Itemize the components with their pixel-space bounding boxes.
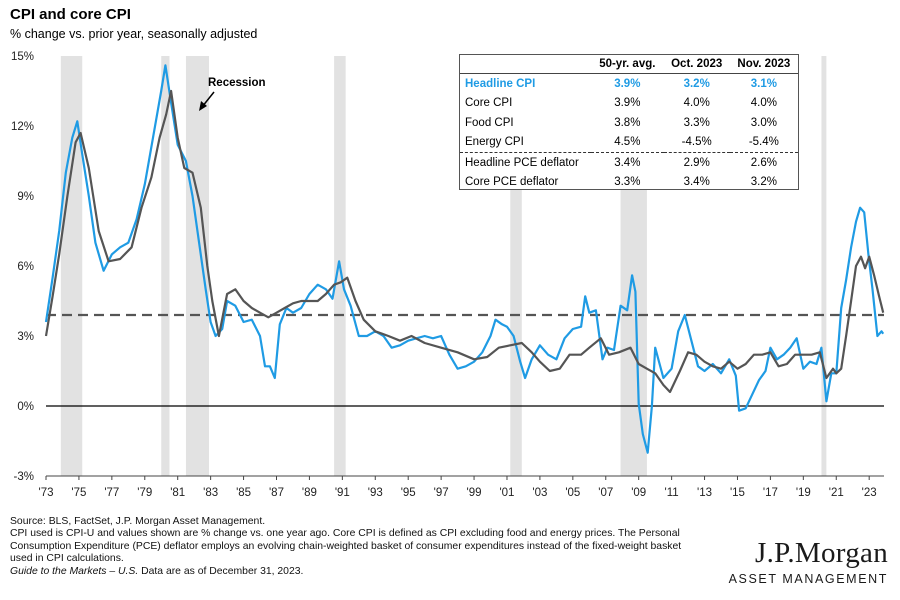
x-tick-label: '21 [829,487,844,499]
x-tick-label: '87 [269,487,284,499]
inflation-summary-table: 50-yr. avg. Oct. 2023 Nov. 2023 Headline… [459,54,799,190]
y-tick-label: 3% [17,331,34,343]
table-cell: -5.4% [729,132,798,153]
x-tick-label: '17 [763,487,778,499]
x-tick-label: '05 [565,487,580,499]
x-tick-label: '79 [137,487,152,499]
x-tick-label: '11 [665,487,679,499]
cpi-line-chart: -3% 0% 3% 6% 9% 12% 15% '73 '75 '77 '79 '81 '83 '85 '8… [11,51,885,499]
x-tick-label: '75 [71,487,86,499]
table-cell: 4.5% [591,132,664,153]
recession-band [185,56,209,476]
table-cell: 3.1% [750,77,777,90]
y-tick-label: -3% [14,471,34,483]
chart-title: CPI and core CPI [10,6,131,23]
recession-band [510,56,522,476]
x-tick-label: '15 [730,487,745,499]
core-cpi-line [44,89,885,394]
methodology-note: Consumption Expenditure (PCE) deflator e… [10,540,682,552]
methodology-note: CPI used is CPI-U and values shown are %… [10,528,680,540]
y-tick-label: 9% [17,191,34,203]
x-tick-label: '13 [697,487,712,499]
recession-band [821,56,827,476]
methodology-note: used in CPI calculations. [10,553,124,565]
x-tick-label: '73 [39,487,54,499]
x-tick-label: '19 [796,487,811,499]
chart-axes: -3% 0% 3% 6% 9% 12% 15% '73 '75 '77 '79 '81 '83 '85 '8… [11,51,884,499]
y-tick-label: 6% [17,261,34,273]
row-label: Energy CPI [460,132,591,153]
x-tick-label: '01 [499,487,514,499]
footnotes: Source: BLS, FactSet, J.P. Morgan Asset … [10,516,750,578]
table-row: Energy CPI 4.5% -4.5% -5.4% [460,132,798,153]
logo-subtitle: ASSET MANAGEMENT [728,572,888,586]
table-row: Core CPI 3.9% 4.0% 4.0% [460,94,798,114]
table-header-cell [460,55,591,74]
table-row: Core PCE deflator 3.3% 3.4% 3.2% [460,173,798,193]
table-cell: 3.4% [614,156,641,169]
x-tick-label: '97 [434,487,449,499]
recession-arrow-head [199,101,207,111]
x-tick-label: '81 [170,487,185,499]
recession-band [161,56,170,476]
x-tick-label: '89 [302,487,317,499]
table-cell: 3.0% [750,116,777,129]
headline-cpi-line [44,64,885,454]
y-tick-label: 12% [11,121,34,133]
table-header-cell: 50-yr. avg. [591,55,664,74]
recession-band [60,56,83,476]
jpmorgan-logo: J.P.Morgan ASSET MANAGEMENT [729,538,888,586]
row-label: Headline PCE deflator [465,156,579,169]
table-cell: 2.6% [750,156,777,169]
table-cell: 3.9% [614,77,641,90]
chart-annotations: Recession [199,77,266,111]
table-cell: 4.0% [683,97,710,110]
x-tick-label: '23 [862,487,877,499]
table-cell: 3.9% [614,97,641,110]
table-cell: 3.3% [683,116,710,129]
x-tick-label: '77 [104,487,119,499]
guide-title: Guide to the Markets – U.S. [10,565,139,577]
x-tick-label: '99 [467,487,482,499]
as-of-note: Guide to the Markets – U.S. Data are as … [10,566,750,578]
x-tick-label: '93 [368,487,383,499]
table-cell: 3.2% [683,77,710,90]
x-tick-label: '91 [335,487,350,499]
table-cell: 3.4% [683,176,710,189]
x-tick-label: '85 [236,487,251,499]
logo-brand: J.P.Morgan [755,537,888,569]
table-cell: -4.5% [663,132,730,153]
y-tick-label: 15% [11,51,34,63]
row-label: Food CPI [465,116,514,129]
table-row: Headline PCE deflator 3.4% 2.9% 2.6% [460,153,798,173]
table-cell: 3.3% [614,176,641,189]
table-row: Headline CPI 3.9% 3.2% 3.1% [460,74,798,94]
x-tick-label: '83 [203,487,218,499]
chart-series [44,64,885,454]
x-tick-label: '07 [598,487,613,499]
table-row: Food CPI 3.8% 3.3% 3.0% [460,113,798,133]
recession-annotation-label: Recession [208,77,266,89]
x-tick-label: '95 [401,487,416,499]
table-cell: 4.0% [750,97,777,110]
x-tick-label: '03 [532,487,547,499]
x-tick-label: '09 [631,487,646,499]
table-header-row: 50-yr. avg. Oct. 2023 Nov. 2023 [460,55,798,74]
table-header-cell: Nov. 2023 [729,55,798,74]
table-cell: 2.9% [683,156,710,169]
row-label: Core PCE deflator [465,176,559,189]
row-label: Core CPI [465,97,513,110]
y-tick-label: 0% [17,401,34,413]
source-note: Source: BLS, FactSet, J.P. Morgan Asset … [10,516,266,527]
row-label: Headline CPI [465,77,536,90]
as-of-date: Data are as of December 31, 2023. [138,565,304,577]
table-cell: 3.2% [750,176,777,189]
table-header-cell: Oct. 2023 [663,55,730,74]
table-cell: 3.8% [614,116,641,129]
chart-subtitle: % change vs. prior year, seasonally adju… [10,27,258,41]
